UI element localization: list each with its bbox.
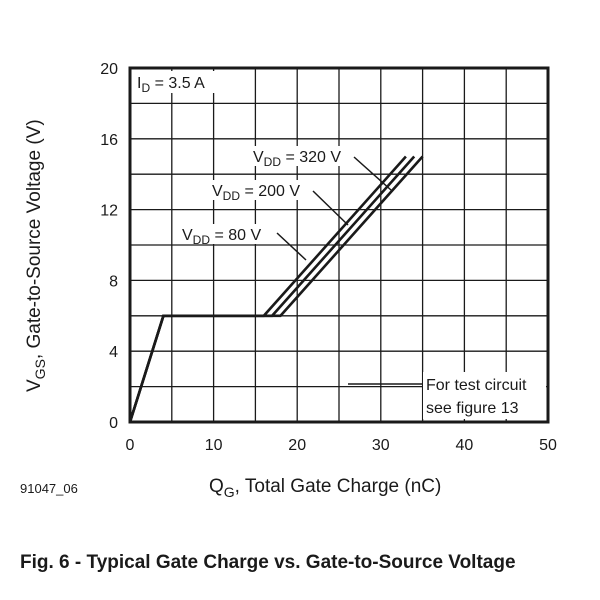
- leader-line-200: [312, 190, 349, 226]
- annotation-bg: [423, 372, 546, 419]
- y-tick-label: 4: [109, 344, 118, 361]
- y-tick-label: 12: [100, 203, 118, 220]
- series-label-200: VDD = 200 V: [212, 183, 300, 203]
- condition-label: ID = 3.5 A: [137, 75, 205, 95]
- x-axis-label: QG, Total Gate Charge (nC): [209, 476, 441, 500]
- x-tick-labels: 0 10 20 30 40 50: [126, 437, 557, 454]
- y-tick-label: 20: [100, 61, 118, 78]
- y-tick-labels: 0 4 8 12 16 20: [100, 61, 118, 432]
- figure-caption: Fig. 6 - Typical Gate Charge vs. Gate-to…: [20, 552, 516, 573]
- x-tick-label: 50: [539, 437, 557, 454]
- leader-line-320: [353, 156, 392, 191]
- series-lines: [128, 155, 424, 423]
- x-tick-label: 20: [288, 437, 306, 454]
- y-tick-label: 16: [100, 132, 118, 149]
- annotation-line-1: For test circuit: [426, 377, 527, 394]
- x-tick-label: 10: [205, 437, 223, 454]
- figure-id: 91047_06: [20, 481, 78, 496]
- series-label-80: VDD = 80 V: [182, 227, 261, 247]
- series-line-3: [128, 155, 424, 423]
- plot-frame: [128, 66, 550, 424]
- series-label-bg-80: [180, 224, 278, 244]
- series-label-bg-320: [251, 146, 357, 166]
- series-label-bg-200: [210, 180, 316, 200]
- x-tick-label: 30: [372, 437, 390, 454]
- x-tick-label: 40: [456, 437, 474, 454]
- y-axis-label: VGS, Gate-to-Source Voltage (V): [24, 119, 48, 392]
- leader-line-80: [276, 232, 307, 261]
- x-tick-label: 0: [126, 437, 135, 454]
- series-label-320: VDD = 320 V: [253, 149, 341, 169]
- condition-label-bg: [134, 71, 226, 93]
- y-tick-label: 0: [109, 415, 118, 432]
- y-tick-label: 8: [109, 273, 118, 290]
- annotation-line-2: see figure 13: [426, 400, 519, 417]
- series-labels: VDD = 320 V VDD = 200 V VDD = 80 V: [180, 146, 357, 247]
